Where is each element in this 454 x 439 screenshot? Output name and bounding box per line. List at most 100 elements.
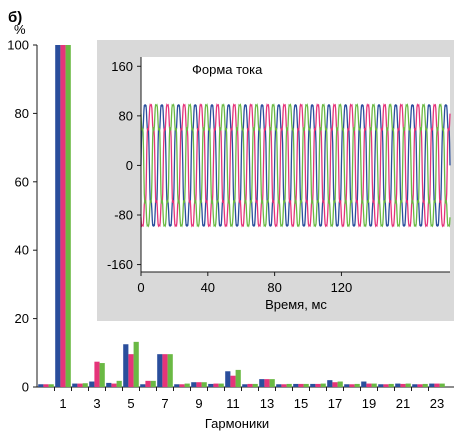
bar-y-tick-label: 80 (15, 106, 29, 121)
bar-y-tick-label: 100 (7, 38, 29, 53)
bar-y-tick-label: 20 (15, 311, 29, 326)
bar-x-tick-label: 17 (328, 396, 342, 411)
bar (82, 383, 88, 387)
bar (344, 384, 350, 387)
bar (354, 383, 360, 387)
inset-x-tick-label: 40 (201, 280, 215, 295)
bar-x-tick-label: 5 (127, 396, 134, 411)
inset-plot-area (141, 57, 450, 272)
bar (395, 383, 401, 387)
bar-y-tick-label: 40 (15, 243, 29, 258)
bar (43, 384, 49, 387)
bar (276, 384, 282, 387)
bar (303, 383, 309, 387)
bar (439, 383, 445, 387)
bar (400, 383, 406, 387)
bar (65, 45, 71, 387)
bar-x-tick-label: 1 (59, 396, 66, 411)
inset-y-tick-label: 0 (126, 158, 133, 173)
bar (293, 383, 299, 387)
bar (337, 381, 343, 387)
bar (128, 354, 134, 387)
bar (361, 381, 367, 387)
bar (94, 361, 100, 387)
bar (366, 383, 372, 387)
inset-x-tick-label: 80 (267, 280, 281, 295)
bar (378, 384, 384, 387)
bar-x-tick-label: 15 (294, 396, 308, 411)
inset-x-tick-label: 120 (331, 280, 353, 295)
bar (286, 383, 292, 387)
bar (140, 384, 146, 387)
inset-y-tick-label: 160 (111, 59, 133, 74)
bar-x-tick-label: 9 (195, 396, 202, 411)
bar (55, 45, 61, 387)
inset-axes: 160 80 0 -80 -160 0 40 80 120 (107, 57, 450, 295)
bar (208, 383, 214, 387)
bar (77, 383, 83, 387)
inset-y-tick-label: -160 (107, 257, 133, 272)
inset-y-tick-label: 80 (119, 108, 133, 123)
bar (174, 384, 180, 387)
bar (315, 383, 321, 387)
bar (298, 383, 304, 387)
bar-x-tick-label: 7 (161, 396, 168, 411)
bar (332, 382, 338, 387)
bar-x-axis-label: Гармоники (205, 416, 269, 431)
bar-y-tick-label: 60 (15, 174, 29, 189)
bar (111, 383, 117, 387)
bar (235, 369, 241, 387)
bar (264, 379, 270, 387)
bar (383, 384, 389, 387)
panel-label: б) (8, 9, 22, 26)
bar (405, 383, 411, 387)
bar-x-tick-label: 19 (362, 396, 376, 411)
bar (196, 382, 202, 387)
bar-y-axis-label: % (14, 22, 26, 37)
bar (201, 382, 207, 387)
bar (281, 384, 287, 387)
bar (269, 379, 275, 387)
bar-x-tick-label: 21 (396, 396, 410, 411)
bar (327, 380, 333, 387)
bar (106, 382, 112, 387)
bar (191, 382, 197, 387)
bar (247, 383, 253, 387)
bar (388, 383, 394, 387)
inset-title: Форма тока (192, 62, 263, 77)
bar (99, 363, 105, 387)
bar-x-tick-label: 11 (226, 396, 240, 411)
inset-x-tick-label: 0 (137, 280, 144, 295)
waveform-line (140, 103, 451, 228)
bar (242, 384, 248, 387)
bar (310, 383, 316, 387)
bar (349, 384, 355, 387)
bar (412, 384, 418, 387)
bar-series-group (38, 45, 445, 387)
bar-x-tick-label: 23 (430, 396, 444, 411)
bar (422, 383, 428, 387)
inset-series-group (140, 103, 451, 228)
bar (123, 344, 129, 387)
bar (150, 380, 156, 387)
bar (72, 383, 78, 387)
bar (213, 383, 219, 387)
bar-x-tick-label: 13 (260, 396, 274, 411)
inset-x-axis-label: Время, мс (265, 297, 327, 312)
bar (48, 384, 54, 387)
bar (179, 384, 185, 387)
bar (434, 383, 440, 387)
bar (38, 384, 44, 387)
bar (133, 341, 139, 387)
bar-y-tick-label: 0 (22, 380, 29, 395)
bar-x-tick-label: 3 (93, 396, 100, 411)
bar (89, 381, 95, 387)
bar (230, 375, 236, 387)
bar (60, 45, 66, 387)
bar (371, 383, 377, 387)
bar (145, 380, 151, 387)
bar (184, 383, 190, 387)
